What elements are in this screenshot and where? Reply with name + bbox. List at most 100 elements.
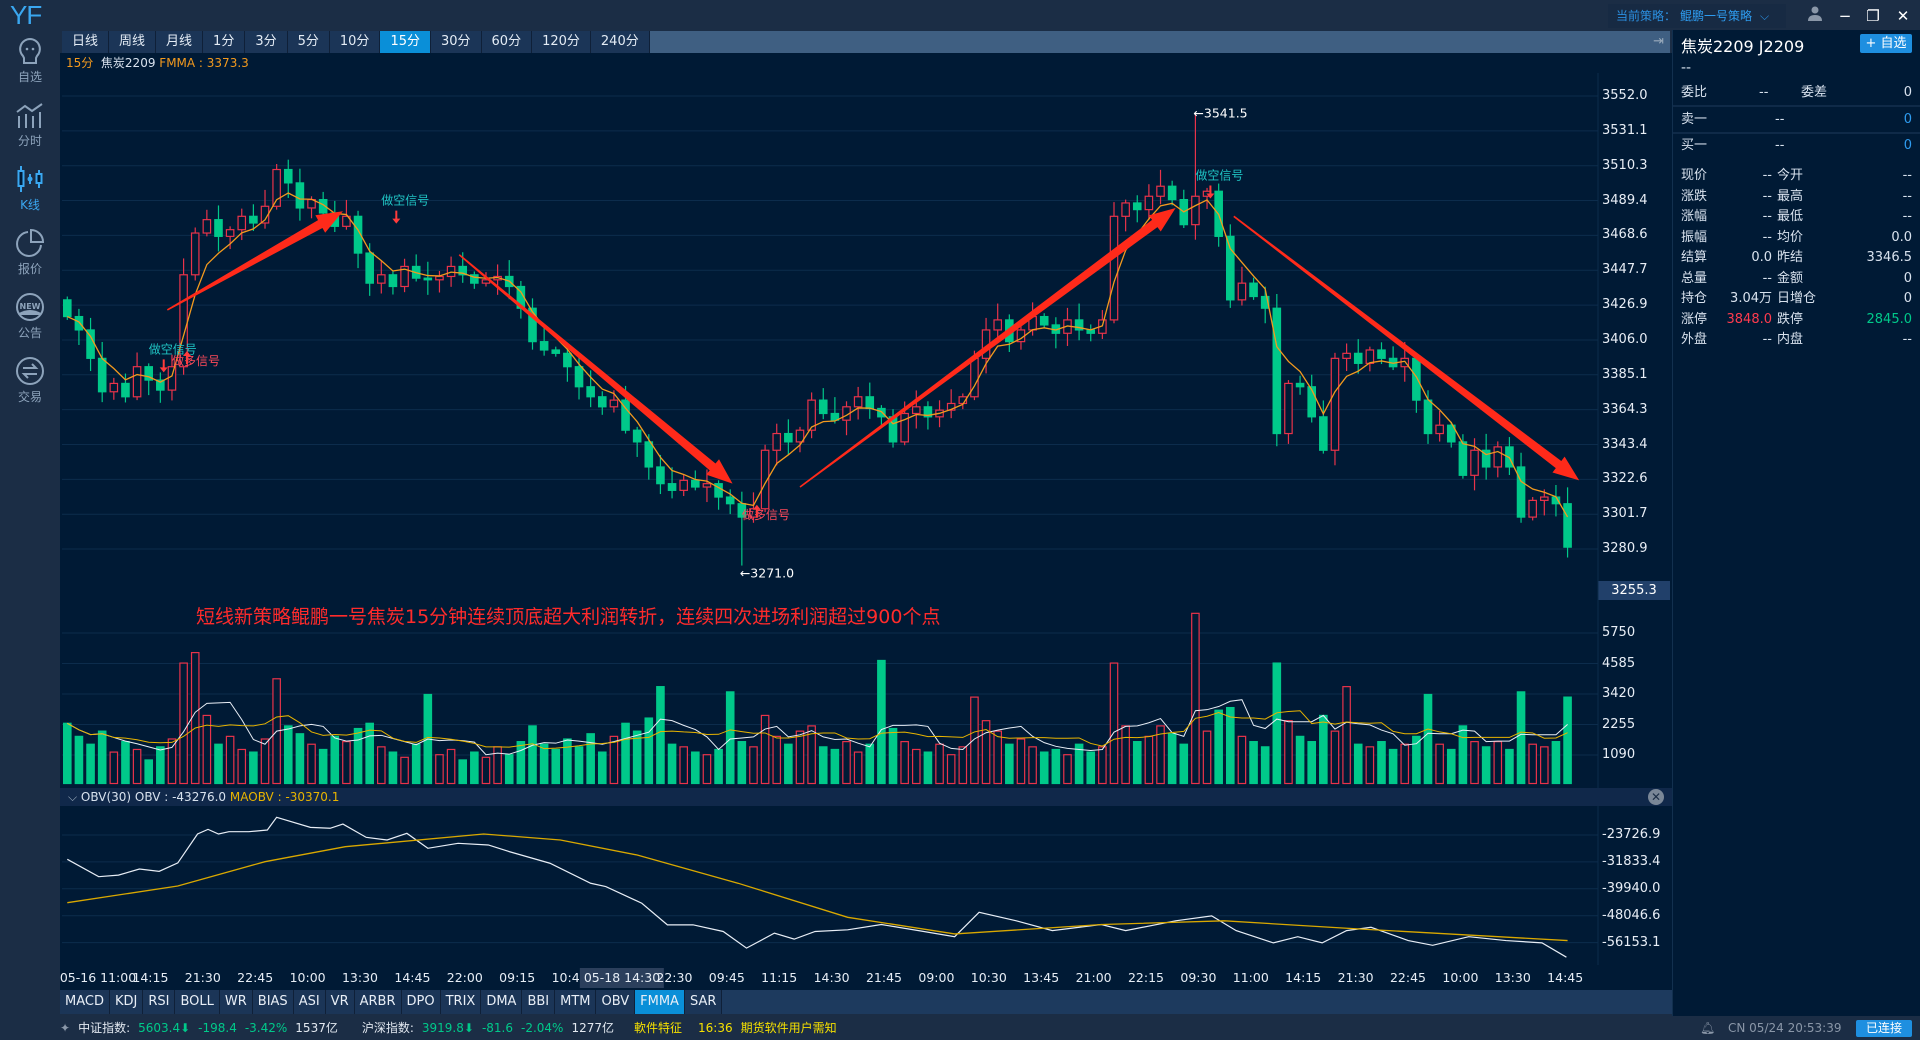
index2-value: 3919.8⬇: [421, 1021, 474, 1035]
sidebar-item-watchlist[interactable]: 自选: [0, 32, 60, 94]
tab-indicator[interactable]: ARBR: [354, 990, 402, 1014]
quote-value: 3.04万: [1730, 291, 1772, 306]
tab-period[interactable]: 60分: [481, 31, 533, 53]
tab-indicator[interactable]: KDJ: [109, 990, 144, 1014]
time-axis-label: 22:45: [1389, 970, 1427, 985]
add-watchlist-button[interactable]: + 自选: [1860, 34, 1912, 53]
price-axis-label: 3426.9: [1602, 297, 1648, 313]
chevron-down-icon[interactable]: ⌵: [68, 790, 81, 804]
new-badge-icon: NEW: [16, 293, 44, 321]
quote-value: 0: [1903, 291, 1912, 306]
tab-indicator[interactable]: BOLL: [175, 990, 220, 1014]
tab-period[interactable]: 240分: [590, 31, 650, 53]
tab-period[interactable]: 30分: [430, 31, 482, 53]
bid1-row: 买一 -- 0: [1681, 138, 1912, 153]
tab-period[interactable]: 3分: [245, 31, 288, 53]
sidebar-item-timeshare[interactable]: 分时: [0, 96, 60, 158]
tab-indicator[interactable]: VR: [325, 990, 355, 1014]
time-axis-label: 21:30: [184, 970, 221, 985]
svg-text:NEW: NEW: [20, 302, 41, 311]
quote-row: 现价 -- 今开 --: [1681, 166, 1912, 186]
tab-period[interactable]: 日线: [62, 31, 110, 53]
sidebar-item-quote[interactable]: 报价: [0, 224, 60, 286]
price-axis-label: 3301.7: [1602, 506, 1648, 522]
tab-period[interactable]: 周线: [109, 31, 157, 53]
tab-indicator[interactable]: TRIX: [440, 990, 482, 1014]
obv-axis-label: -31833.4: [1602, 853, 1661, 869]
quote-value: --: [1902, 168, 1912, 183]
tab-period[interactable]: 120分: [532, 31, 591, 53]
info-symbol: 焦炭2209: [100, 56, 156, 70]
sidebar-item-label: K线: [20, 198, 40, 212]
tab-indicator[interactable]: OBV: [596, 990, 636, 1014]
volume-axis-label: 2255: [1602, 716, 1636, 732]
chart-area[interactable]: [60, 53, 1672, 990]
restore-button[interactable]: ❐: [1866, 7, 1880, 25]
index2-amount: 1277亿: [571, 1021, 614, 1035]
quote-row: 涨跌 -- 最高 --: [1681, 187, 1912, 207]
tab-indicator[interactable]: MACD: [60, 990, 110, 1014]
quote-value: 0.0: [1891, 229, 1912, 245]
connection-status-badge[interactable]: 已连接: [1856, 1020, 1912, 1037]
index2-label: 沪深指数:: [361, 1021, 414, 1035]
price-axis-label: 3447.7: [1602, 262, 1648, 278]
tab-period[interactable]: 月线: [156, 31, 204, 53]
news-link[interactable]: 期货软件用户需知: [740, 1021, 837, 1035]
tab-indicator[interactable]: BBI: [522, 990, 556, 1014]
tab-indicator[interactable]: FMMA: [635, 990, 685, 1014]
tab-indicator[interactable]: BIAS: [252, 990, 294, 1014]
quote-value: --: [1902, 332, 1912, 347]
index1-percent: -3.42%: [244, 1021, 288, 1035]
pin-icon[interactable]: ✦: [60, 1021, 71, 1035]
news-time: 16:36: [698, 1021, 733, 1035]
sidebar-item-label: 分时: [17, 134, 42, 148]
tab-indicator[interactable]: DMA: [481, 990, 523, 1014]
tab-indicator[interactable]: ASI: [293, 990, 326, 1014]
tab-period[interactable]: 1分: [203, 31, 246, 53]
tab-indicator[interactable]: RSI: [143, 990, 176, 1014]
sidebar-item-notice[interactable]: NEW 公告: [0, 288, 60, 350]
tab-indicator[interactable]: WR: [219, 990, 253, 1014]
obv-value: OBV : -43276.0: [134, 790, 227, 804]
time-axis-label: 22:15: [1127, 970, 1165, 985]
ask1-row: 卖一 -- 0: [1681, 112, 1912, 127]
tab-period[interactable]: 10分: [329, 31, 381, 53]
sidebar-item-trade[interactable]: 交易: [0, 352, 60, 414]
time-axis-label: 05-18 14:30: [579, 968, 665, 988]
quote-value: 0: [1903, 270, 1912, 286]
price-axis-label: 3552.0: [1602, 88, 1648, 103]
index2-change: -81.6: [481, 1021, 513, 1035]
collapse-panel-icon[interactable]: ⇥: [1653, 34, 1664, 49]
close-indicator-icon[interactable]: ✕: [1648, 789, 1664, 805]
user-icon[interactable]: [1802, 4, 1828, 28]
volume-axis-label: 5750: [1602, 625, 1636, 640]
bell-icon[interactable]: 🔔︎: [1700, 1021, 1716, 1035]
time-axis-label: 14:15: [132, 970, 169, 985]
volume-axis-label: 4585: [1602, 655, 1636, 671]
quote-value: --: [1762, 209, 1772, 224]
tab-indicator[interactable]: MTM: [555, 990, 597, 1014]
quote-row: 外盘 -- 内盘 --: [1681, 330, 1912, 350]
tab-period[interactable]: 5分: [287, 31, 330, 53]
tab-period[interactable]: 15分: [380, 31, 431, 53]
strategy-dropdown[interactable]: 当前策略： 鲲鹏一号策略 ⌵: [1608, 4, 1786, 28]
quote-label: 外盘: [1681, 332, 1708, 347]
price-axis-label: 3364.3: [1602, 401, 1648, 417]
time-axis-label: 10:45: [551, 970, 588, 985]
tab-indicator[interactable]: SAR: [684, 990, 723, 1014]
trade-exchange-icon: [16, 357, 44, 385]
time-axis: 05-16 11:00 14:15 21:30 22:45 10:00 13:30 14:4…: [60, 968, 1600, 988]
minimize-button[interactable]: −: [1838, 7, 1852, 25]
crosshair-price-label: 3255.3: [1598, 581, 1670, 600]
info-period: 15分: [66, 56, 94, 70]
index1-label: 中证指数:: [78, 1021, 131, 1035]
quote-label: 涨幅: [1681, 209, 1708, 224]
close-button[interactable]: ✕: [1896, 7, 1910, 25]
quote-label: 现价: [1681, 168, 1708, 183]
quote-row: 涨幅 -- 最低 --: [1681, 207, 1912, 227]
tab-indicator[interactable]: DPO: [401, 990, 441, 1014]
news-link[interactable]: 軟件特征: [634, 1021, 683, 1035]
time-axis-label: 09:45: [708, 970, 745, 985]
sidebar-item-kline[interactable]: K线: [0, 160, 60, 222]
quote-label: 持仓: [1681, 291, 1708, 306]
